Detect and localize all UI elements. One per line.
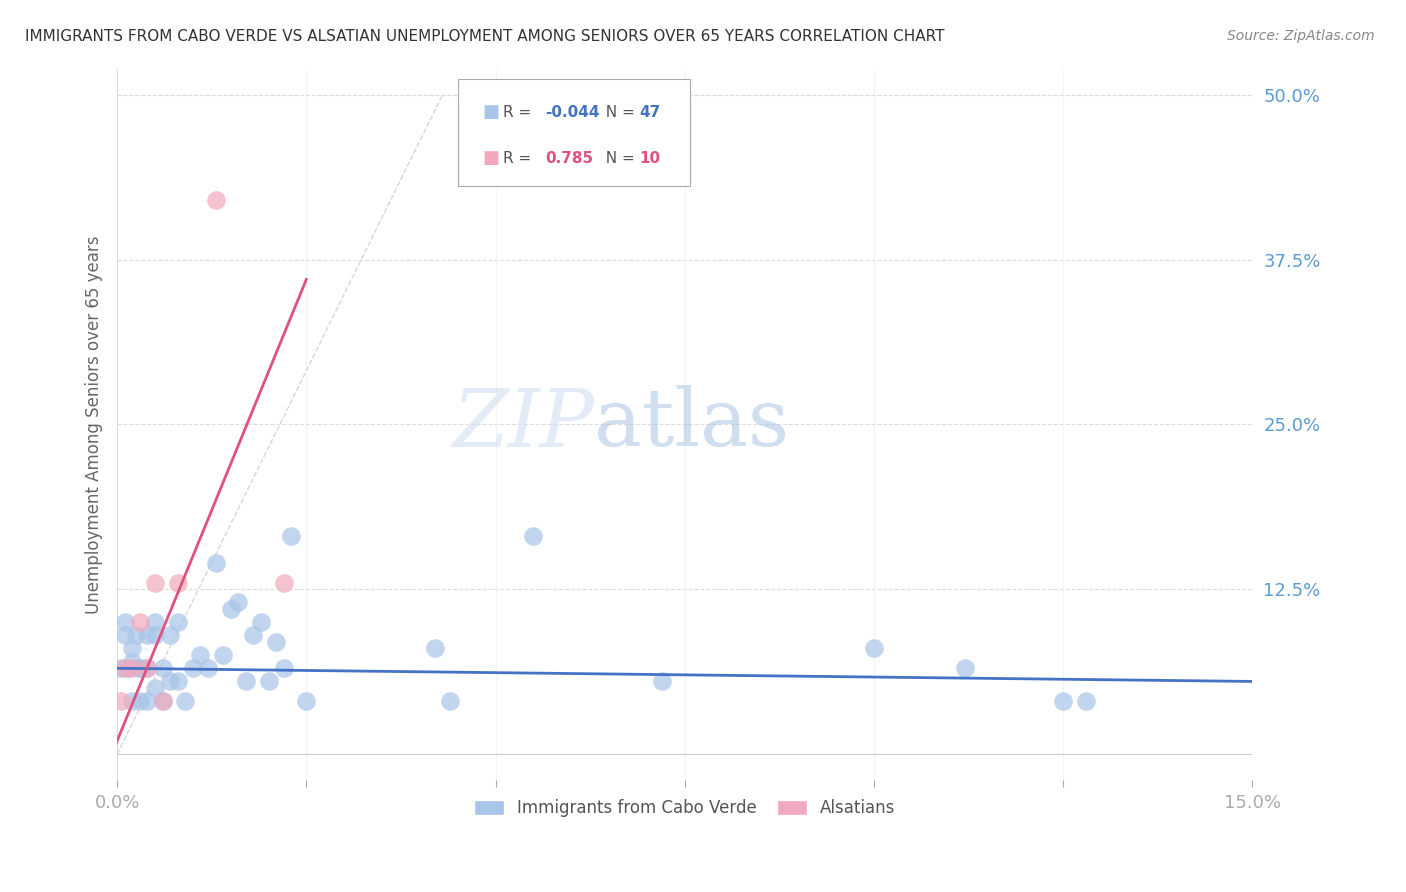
Point — [204, 556, 226, 570]
Y-axis label: Unemployment Among Seniors over 65 years: Unemployment Among Seniors over 65 years — [86, 235, 103, 614]
Text: ■: ■ — [482, 103, 499, 121]
Point — [190, 648, 212, 662]
Text: R =: R = — [503, 104, 536, 120]
Text: -0.044: -0.044 — [546, 104, 599, 120]
Point — [863, 641, 886, 656]
Point — [114, 661, 136, 675]
Text: 10: 10 — [640, 151, 661, 166]
Point — [212, 648, 235, 662]
Point — [114, 615, 136, 629]
Point — [250, 615, 273, 629]
Point — [136, 661, 159, 675]
Text: IMMIGRANTS FROM CABO VERDE VS ALSATIAN UNEMPLOYMENT AMONG SENIORS OVER 65 YEARS : IMMIGRANTS FROM CABO VERDE VS ALSATIAN U… — [25, 29, 945, 44]
Point — [439, 694, 461, 708]
Text: N =: N = — [596, 151, 640, 166]
Point — [295, 694, 318, 708]
Point — [121, 655, 143, 669]
Point — [423, 641, 446, 656]
Point — [143, 615, 166, 629]
Point — [273, 661, 295, 675]
Point — [125, 628, 148, 642]
Legend: Immigrants from Cabo Verde, Alsatians: Immigrants from Cabo Verde, Alsatians — [465, 790, 904, 825]
Point — [121, 661, 143, 675]
Point — [242, 628, 264, 642]
Point — [110, 661, 132, 675]
Point — [1052, 694, 1074, 708]
Point — [181, 661, 204, 675]
Point — [136, 628, 159, 642]
Point — [219, 602, 242, 616]
Text: atlas: atlas — [593, 385, 789, 464]
Text: Source: ZipAtlas.com: Source: ZipAtlas.com — [1227, 29, 1375, 43]
Text: 47: 47 — [640, 104, 661, 120]
Text: R =: R = — [503, 151, 536, 166]
Point — [204, 194, 226, 208]
Point — [273, 575, 295, 590]
Point — [128, 694, 150, 708]
Point — [121, 694, 143, 708]
Point — [226, 595, 249, 609]
Point — [264, 635, 287, 649]
Point — [128, 661, 150, 675]
Text: 0.785: 0.785 — [546, 151, 593, 166]
Point — [166, 674, 188, 689]
Point — [159, 674, 181, 689]
Point — [159, 628, 181, 642]
Point — [143, 681, 166, 695]
Point — [114, 628, 136, 642]
Point — [235, 674, 257, 689]
Point — [280, 529, 302, 543]
Point — [953, 661, 976, 675]
Point — [117, 661, 139, 675]
Point — [136, 661, 159, 675]
Point — [136, 694, 159, 708]
Point — [166, 575, 188, 590]
Text: ZIP: ZIP — [453, 385, 593, 463]
Point — [128, 615, 150, 629]
Point — [651, 674, 673, 689]
FancyBboxPatch shape — [458, 79, 690, 186]
Text: N =: N = — [596, 104, 640, 120]
Point — [152, 661, 174, 675]
Point — [174, 694, 197, 708]
Point — [152, 694, 174, 708]
Text: ■: ■ — [482, 150, 499, 168]
Point — [128, 661, 150, 675]
Point — [1074, 694, 1097, 708]
Point — [166, 615, 188, 629]
Point — [143, 628, 166, 642]
Point — [143, 575, 166, 590]
Point — [121, 641, 143, 656]
Point — [522, 529, 544, 543]
Point — [197, 661, 219, 675]
Point — [110, 694, 132, 708]
Point — [257, 674, 280, 689]
Point — [152, 694, 174, 708]
